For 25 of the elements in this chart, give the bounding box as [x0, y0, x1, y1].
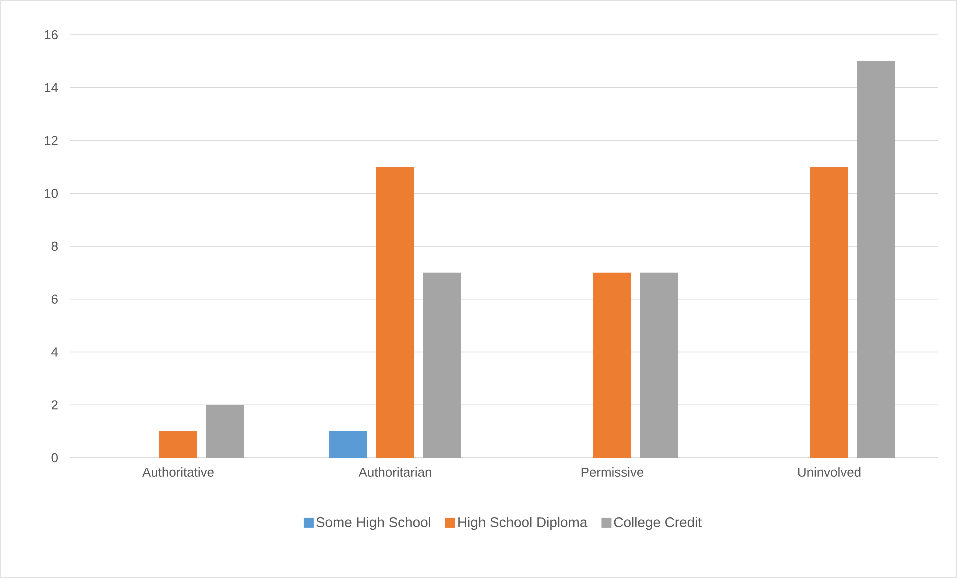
y-tick-label: 8 [52, 242, 58, 252]
y-tick-label: 2 [52, 400, 58, 410]
x-tick-label: Authoritarian [358, 468, 432, 478]
y-tick-label: 10 [45, 189, 58, 198]
bar [376, 167, 415, 458]
bar [594, 272, 632, 458]
legend-label: College Credit [614, 517, 702, 530]
bar [810, 167, 849, 458]
bar [160, 432, 198, 458]
y-tick-label: 12 [45, 136, 58, 146]
x-tick-label: Permissive [582, 468, 644, 478]
y-tick-label: 16 [45, 30, 58, 40]
bar [330, 432, 368, 458]
y-tick-label: 0 [52, 453, 58, 463]
bar [858, 61, 896, 458]
y-tick-label: 6 [52, 294, 58, 304]
bar [206, 405, 245, 458]
y-tick-label: 4 [52, 348, 58, 357]
bar [424, 272, 462, 458]
y-tick-label: 14 [45, 83, 58, 92]
x-tick-label: Uninvolved [798, 468, 861, 478]
x-tick-label: Authoritative [142, 468, 214, 478]
bar [640, 272, 679, 458]
legend-label: Some High School [316, 517, 431, 530]
legend-label: High School Diploma [458, 517, 588, 530]
